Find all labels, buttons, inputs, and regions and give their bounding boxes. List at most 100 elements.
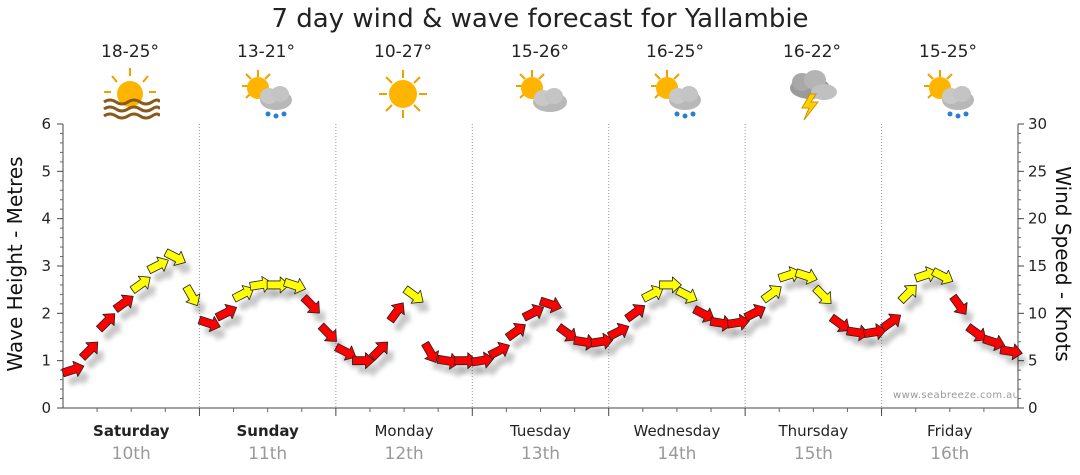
day-name-label: Saturday: [93, 422, 170, 440]
wind-arrow: [78, 341, 99, 361]
chart-grid: [198, 124, 883, 408]
sun-cloud-icon: [516, 70, 567, 112]
wind-arrow: [538, 296, 562, 314]
wind-arrow-shadow: [749, 313, 772, 330]
wind-arrow: [880, 313, 902, 332]
wind-arrow: [914, 266, 937, 283]
right-tick-label: 0: [1028, 399, 1038, 417]
wind-arrow: [214, 303, 237, 322]
wind-arrow: [828, 313, 850, 333]
wind-arrow-shadow: [767, 294, 788, 312]
left-tick-label: 3: [41, 257, 51, 275]
chart-title: 7 day wind & wave forecast for Yallambie: [271, 4, 809, 34]
wind-arrow: [266, 276, 290, 294]
wind-arrow: [999, 343, 1023, 361]
wind-arrow: [760, 285, 782, 304]
wind-arrow-shadow: [255, 285, 278, 302]
wind-arrow-shadow: [596, 342, 620, 359]
wind-arrow-shadow: [85, 351, 104, 370]
wind-arrow-shadow: [443, 362, 466, 379]
left-tick-label: 0: [41, 399, 51, 417]
wind-arrow-shadow: [869, 332, 892, 349]
wind-arrow: [61, 360, 85, 378]
left-tick-label: 5: [41, 162, 51, 180]
day-name-label: Sunday: [236, 422, 299, 440]
wind-arrow: [402, 285, 424, 304]
left-tick-label: 4: [41, 210, 51, 228]
wind-arrow: [675, 286, 698, 304]
wind-arrow: [182, 284, 201, 307]
left-axis-label: Wave Height - Metres: [3, 156, 27, 371]
wind-arrow: [659, 276, 682, 294]
wind-arrow-shadow: [238, 294, 260, 312]
sun-cloud-rain-icon: [242, 70, 292, 119]
wind-arrow-shadow: [67, 370, 90, 386]
wind-arrow: [300, 294, 320, 314]
wind-arrow-shadow: [136, 285, 157, 303]
wind-arrow: [590, 332, 614, 350]
wind-arrow-shadow: [119, 304, 140, 322]
wind-arrow-shadow: [630, 313, 651, 331]
wind-arrow: [743, 303, 766, 322]
wind-arrow: [129, 275, 151, 294]
wind-arrow: [197, 315, 221, 333]
wind-arrow: [556, 323, 577, 342]
temp-day-6: 16-22°: [783, 42, 841, 62]
wind-arrow: [573, 334, 597, 351]
left-tick-label: 6: [41, 115, 51, 133]
right-axis-ticks: 0 5 10 15 20 25 30: [1018, 115, 1047, 417]
wind-arrow: [231, 285, 255, 303]
day-date-label: 13th: [521, 444, 560, 464]
wind-arrow-shadow: [477, 361, 500, 377]
wind-arrow: [317, 322, 337, 342]
wind-arrow-shadow: [733, 323, 756, 340]
right-axis-label: Wind Speed - Knots: [1051, 166, 1075, 362]
wind-arrow: [641, 285, 664, 303]
wind-arrow: [112, 294, 134, 313]
credit-text: www.seabreeze.com.au: [893, 390, 1020, 401]
wind-arrow-shadow: [545, 306, 568, 322]
wind-arrow-shadow: [511, 332, 532, 350]
wind-arrow: [368, 341, 389, 361]
wind-arrow-shadow: [393, 311, 411, 332]
wind-arrow-shadow: [579, 343, 602, 360]
wind-arrow: [897, 284, 917, 304]
sun-icon: [379, 70, 427, 118]
right-tick-label: 20: [1028, 210, 1047, 228]
day-date-label: 14th: [657, 444, 696, 464]
sun-cloud-rain-icon: [924, 70, 974, 119]
sun-cloud-rain-icon: [651, 70, 701, 119]
wind-arrow-shadow: [903, 294, 923, 313]
wind-arrow: [863, 323, 887, 340]
wind-arrow-shadow: [920, 275, 943, 292]
left-tick-label: 1: [41, 352, 51, 370]
wind-arrow-shadow: [716, 324, 739, 341]
wind-arrow-shadow: [358, 361, 381, 378]
wind-arrow-shadow: [1005, 352, 1029, 369]
wind-arrow: [726, 313, 750, 331]
wind-arrow-shadow: [613, 332, 635, 349]
temp-day-3: 10-27°: [374, 42, 432, 62]
day-labels: Saturday 10th Sunday 11th Monday 12th Tuesday 1…: [93, 422, 973, 464]
thunderstorm-icon: [790, 70, 837, 121]
right-tick-label: 25: [1028, 162, 1047, 180]
wind-arrow: [982, 334, 1006, 351]
wind-arrow-shadow: [528, 313, 550, 330]
day-name-label: Monday: [374, 422, 433, 440]
wind-arrow: [163, 248, 186, 266]
wind-arrow: [504, 323, 526, 342]
right-tick-label: 15: [1028, 257, 1047, 275]
temp-day-2: 13-21°: [237, 42, 295, 62]
wind-arrow: [931, 267, 954, 285]
left-axis-ticks: 0 1 2 3 4 5 6: [41, 115, 63, 417]
wind-arrow-shadow: [647, 294, 669, 312]
wind-arrows: [61, 248, 1023, 378]
wind-arrow: [521, 303, 544, 322]
wind-arrow: [607, 322, 630, 341]
wind-arrow: [965, 323, 987, 342]
wind-arrow-shadow: [783, 275, 807, 292]
temp-day-5: 16-25°: [646, 42, 704, 62]
wind-arrow: [421, 341, 439, 363]
wind-arrow: [846, 324, 870, 342]
chart-axes: [62, 124, 1019, 416]
